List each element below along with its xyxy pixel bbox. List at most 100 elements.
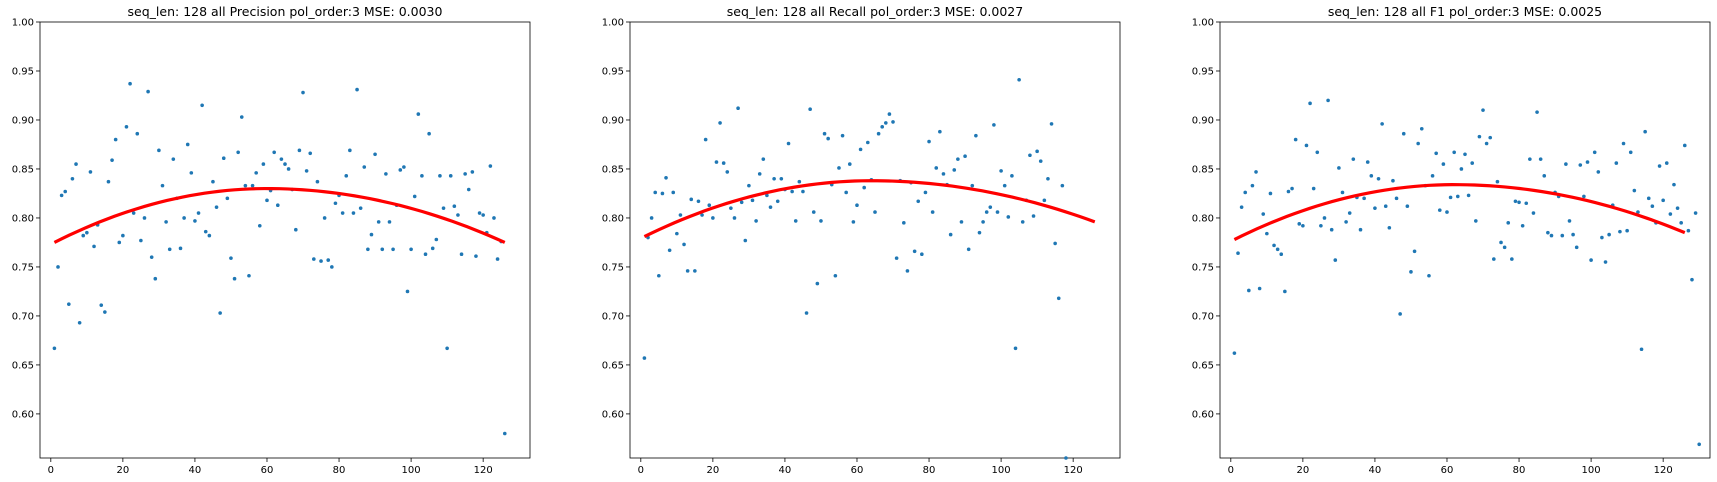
data-point	[894, 256, 899, 260]
data-point	[1488, 135, 1493, 140]
data-point	[1283, 289, 1287, 294]
data-point	[221, 156, 226, 160]
data-point	[366, 247, 370, 252]
data-point	[322, 216, 327, 220]
data-point	[218, 311, 222, 315]
data-point	[1311, 186, 1316, 191]
data-point	[196, 211, 201, 215]
data-point	[938, 129, 942, 134]
data-point	[384, 172, 388, 176]
data-point	[1272, 243, 1276, 248]
x-tick-label: 120	[1654, 465, 1673, 476]
data-point	[653, 190, 658, 195]
data-point	[934, 166, 939, 170]
data-point	[768, 205, 773, 209]
data-point	[1329, 227, 1334, 232]
data-point	[1006, 215, 1011, 219]
y-tick-label: 0.75	[602, 262, 624, 273]
data-point	[700, 213, 704, 217]
data-point	[977, 230, 982, 235]
y-tick-label: 0.95	[12, 66, 34, 77]
data-point	[754, 219, 758, 223]
data-point	[106, 179, 111, 184]
data-point	[1020, 220, 1025, 224]
data-point	[243, 183, 248, 188]
data-point	[1010, 174, 1014, 178]
data-point	[1437, 208, 1442, 212]
data-point	[956, 157, 960, 161]
data-point	[1513, 199, 1518, 204]
data-point	[211, 179, 215, 184]
data-point	[995, 210, 1000, 214]
data-point	[797, 179, 802, 184]
data-point	[448, 174, 453, 178]
y-tick-label: 1.00	[12, 18, 34, 29]
data-point	[811, 210, 816, 214]
y-tick-label: 0.90	[602, 115, 624, 126]
data-point	[481, 213, 485, 217]
data-point	[729, 206, 733, 210]
data-point	[139, 238, 143, 243]
data-point	[1412, 249, 1417, 254]
data-point	[261, 162, 266, 166]
data-point	[930, 210, 935, 214]
data-point	[1542, 174, 1547, 178]
data-point	[1333, 258, 1338, 262]
data-point	[1337, 166, 1341, 170]
data-point	[1657, 164, 1662, 168]
data-point	[362, 165, 367, 169]
data-point	[1250, 183, 1255, 188]
data-point	[110, 158, 114, 162]
data-point	[1308, 101, 1312, 106]
data-point	[988, 205, 993, 209]
data-point	[1578, 163, 1583, 167]
data-point	[743, 238, 748, 243]
data-point	[847, 162, 852, 166]
data-point	[1477, 134, 1482, 139]
data-point	[1347, 211, 1352, 215]
data-point	[1470, 161, 1475, 165]
y-tick-label: 0.60	[602, 409, 624, 420]
y-tick-label: 0.85	[12, 164, 34, 175]
x-tick-label: 80	[1513, 465, 1526, 476]
data-point	[330, 265, 334, 269]
data-point	[790, 189, 794, 194]
data-point	[203, 229, 208, 234]
x-tick-label: 60	[851, 465, 864, 476]
data-point	[103, 310, 107, 314]
x-tick-label: 80	[923, 465, 936, 476]
precision-fit-curve	[53, 186, 506, 244]
data-point	[757, 172, 762, 176]
data-point	[657, 273, 661, 278]
data-point	[671, 190, 676, 195]
data-point	[312, 257, 316, 261]
data-point	[675, 231, 679, 236]
data-point	[149, 255, 154, 259]
data-point	[775, 199, 780, 204]
data-point	[1625, 228, 1629, 233]
data-point	[1046, 176, 1050, 181]
x-tick-label: 20	[117, 465, 130, 476]
data-point	[779, 176, 784, 181]
data-point	[160, 183, 165, 188]
data-point	[1293, 137, 1298, 142]
data-point	[1358, 227, 1363, 232]
data-point	[376, 220, 381, 224]
y-tick-label: 0.75	[12, 262, 34, 273]
data-point	[1275, 247, 1280, 252]
data-point	[1064, 456, 1068, 460]
data-point	[185, 142, 190, 147]
data-point	[1035, 149, 1039, 154]
data-point	[438, 174, 442, 178]
y-tick-label: 0.80	[1192, 213, 1214, 224]
data-point	[56, 265, 60, 269]
data-point	[459, 252, 464, 257]
data-point	[427, 131, 431, 136]
y-tick-label: 0.70	[12, 311, 34, 322]
data-point	[1391, 178, 1395, 183]
data-point	[319, 259, 323, 263]
data-point	[1322, 216, 1327, 220]
data-point	[732, 216, 737, 220]
data-point	[689, 197, 694, 202]
